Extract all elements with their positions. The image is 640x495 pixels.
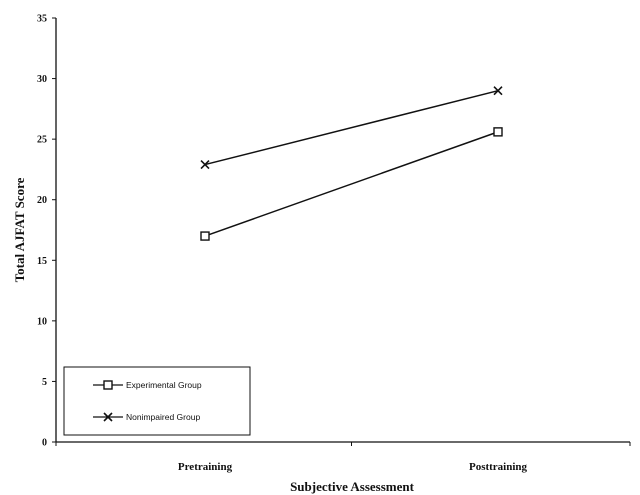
series-layer [200, 86, 503, 241]
legend-marker-stroke [103, 412, 113, 422]
data-point-nonimpaired-group [493, 86, 503, 96]
x-tick-label: Pretraining [178, 461, 233, 473]
legend-label: Nonimpaired Group [126, 412, 200, 422]
y-tick-label: 30 [37, 74, 47, 85]
legend-marker [103, 380, 113, 390]
y-tick-label: 25 [37, 135, 47, 146]
y-tick-label: 0 [42, 438, 47, 449]
axes [55, 18, 630, 443]
y-tick-label: 35 [37, 14, 47, 25]
y-tick-label: 5 [42, 377, 47, 388]
data-point-experimental-group [200, 231, 210, 241]
legend-label: Experimental Group [126, 380, 202, 390]
series-experimental-group [200, 127, 503, 241]
data-point-nonimpaired-group [200, 160, 210, 170]
series-line-nonimpaired-group [204, 89, 499, 166]
y-tick-label: 15 [37, 256, 47, 267]
legend-item-nonimpaired-group: Nonimpaired Group [93, 412, 200, 422]
legend-box [63, 366, 251, 436]
y-axis-ticks: 0 5 10 15 20 25 30 35 [37, 14, 56, 449]
y-tick-label: 20 [37, 195, 47, 206]
legend-item-experimental-group: Experimental Group [93, 380, 202, 390]
x-axis-ticks: Pretraining Posttraining [55, 442, 631, 473]
y-tick-label: 10 [37, 316, 47, 327]
data-point-experimental-group [493, 127, 503, 137]
series-line-experimental-group [204, 131, 499, 237]
legend: Experimental Group Nonimpaired Group [63, 366, 251, 436]
series-nonimpaired-group [200, 86, 503, 170]
data-point-nonimpaired-group-stroke [493, 86, 503, 96]
data-point-nonimpaired-group-stroke [200, 160, 210, 170]
x-axis-title: Subjective Assessment [290, 479, 415, 494]
legend-marker [103, 412, 113, 422]
x-tick-label: Posttraining [469, 461, 528, 473]
y-axis-title: Total AJFAT Score [12, 177, 27, 282]
